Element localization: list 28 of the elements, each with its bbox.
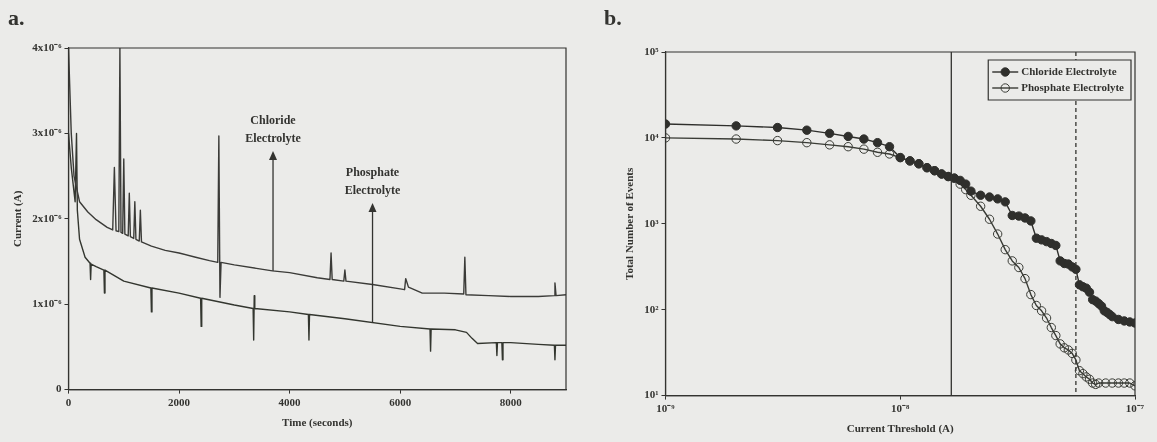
y-tick-label: 4x10⁻⁶ [32, 40, 63, 53]
chart-title: b. [604, 4, 622, 30]
chart-title: a. [8, 4, 25, 30]
x-tick-label: 2000 [168, 396, 191, 409]
y-tick-label: 10² [644, 302, 660, 315]
annotation: Chloride Electrolyte [245, 112, 302, 145]
y-tick-label: 3x10⁻⁶ [32, 126, 63, 139]
legend-label: Chloride Electrolyte [1021, 64, 1117, 77]
x-tick-label: 0 [65, 396, 72, 409]
x-axis-title: Current Threshold (A) [846, 422, 955, 436]
y-tick-label: 10⁴ [644, 130, 660, 143]
x-tick-label: 4000 [278, 396, 302, 409]
y-tick-label: 10³ [644, 216, 660, 229]
y-axis-title: Current (A) [11, 190, 25, 247]
x-tick-label: 6000 [389, 396, 412, 409]
y-tick-label: 1x10⁻⁶ [32, 297, 63, 310]
x-tick-label: 10⁻⁷ [1125, 402, 1145, 415]
y-tick-label: 0 [56, 382, 62, 395]
y-axis-title: Total Number of Events [623, 167, 636, 280]
y-tick-label: 10¹ [644, 388, 659, 401]
x-tick-label: 10⁻⁸ [891, 402, 911, 415]
legend-label: Phosphate Electrolyte [1021, 80, 1125, 93]
y-tick-label: 10⁵ [644, 44, 660, 57]
x-tick-label: 8000 [499, 396, 523, 409]
y-tick-label: 2x10⁻⁶ [32, 211, 63, 224]
x-tick-label: 10⁻⁹ [656, 402, 676, 415]
annotation: Phosphate Electrolyte [344, 165, 402, 198]
x-axis-title: Time (seconds) [282, 416, 353, 430]
